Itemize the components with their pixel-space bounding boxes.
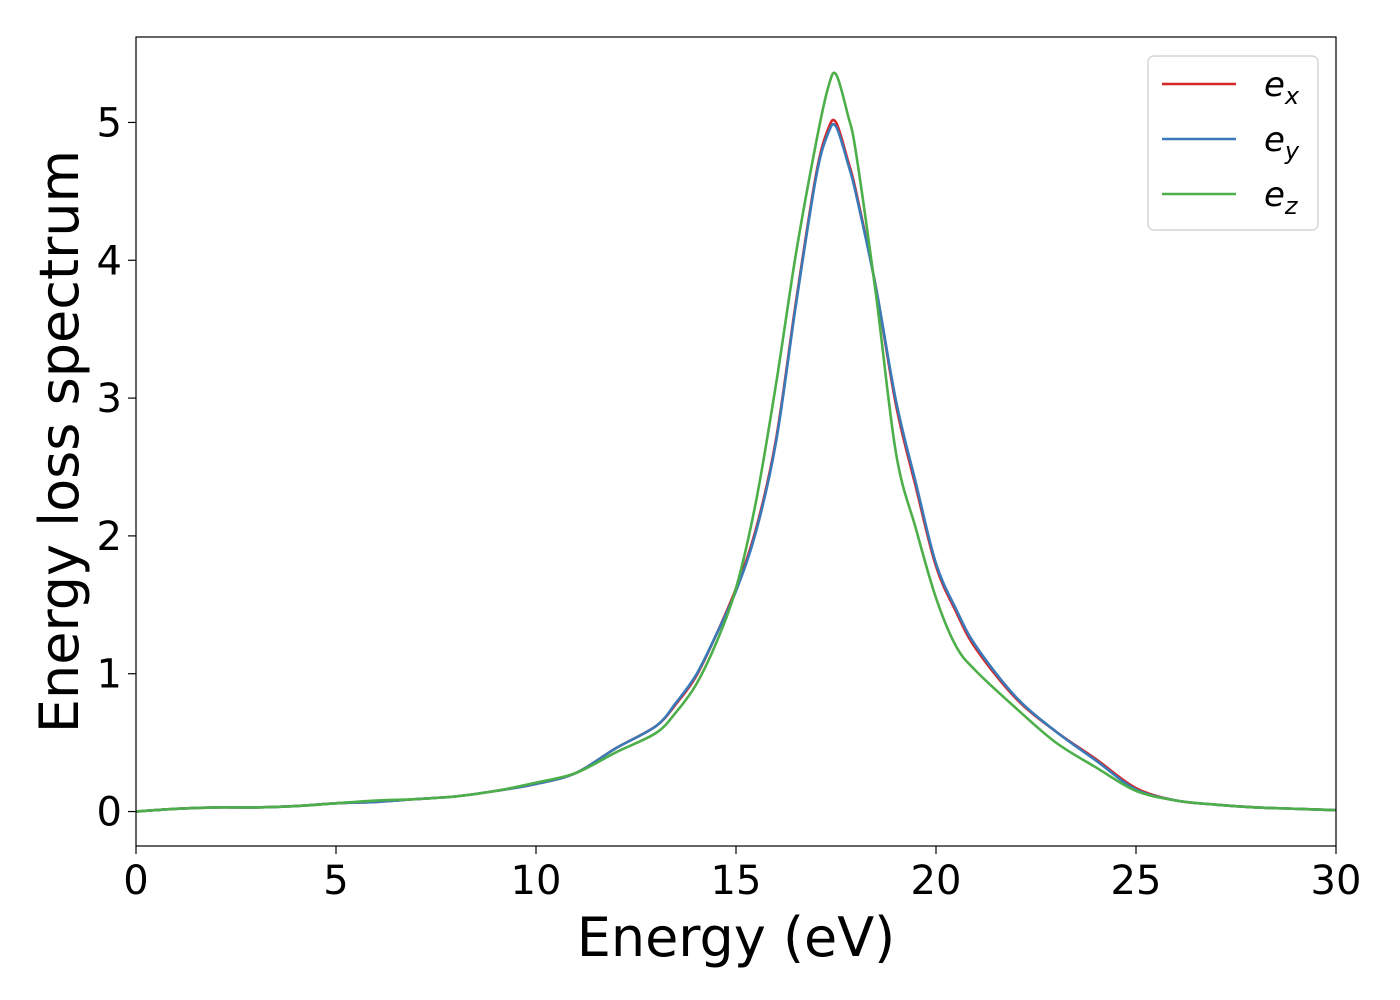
x-axis: 0 5 10 15 20 25 30: [123, 846, 1361, 904]
legend-box: [1147, 55, 1319, 231]
y-tick-label: 5: [97, 100, 122, 146]
x-tick-label: 30: [1311, 858, 1362, 904]
y-tick-label: 3: [97, 376, 122, 422]
x-tick-label: 25: [1111, 858, 1162, 904]
y-tick-label: 2: [97, 514, 122, 560]
x-tick-label: 15: [711, 858, 762, 904]
series-layer: [136, 71, 1336, 813]
series-line-z: [136, 71, 1336, 813]
x-tick-label: 20: [911, 858, 962, 904]
x-tick-label: 10: [511, 858, 562, 904]
legend-label-y: ey: [1264, 120, 1300, 165]
y-tick-label: 1: [97, 652, 122, 698]
legend: ex ey ez: [1147, 55, 1319, 231]
y-tick-label: 4: [97, 238, 122, 284]
legend-label-x: ex: [1264, 65, 1300, 110]
y-axis: 0 1 2 3 4 5: [97, 100, 136, 836]
x-tick-label: 0: [123, 858, 148, 904]
x-tick-label: 5: [323, 858, 348, 904]
x-axis-label: Energy (eV): [577, 906, 896, 969]
legend-label-z: ez: [1264, 175, 1299, 220]
y-axis-label: Energy loss spectrum: [28, 150, 91, 733]
y-tick-label: 0: [97, 790, 122, 836]
